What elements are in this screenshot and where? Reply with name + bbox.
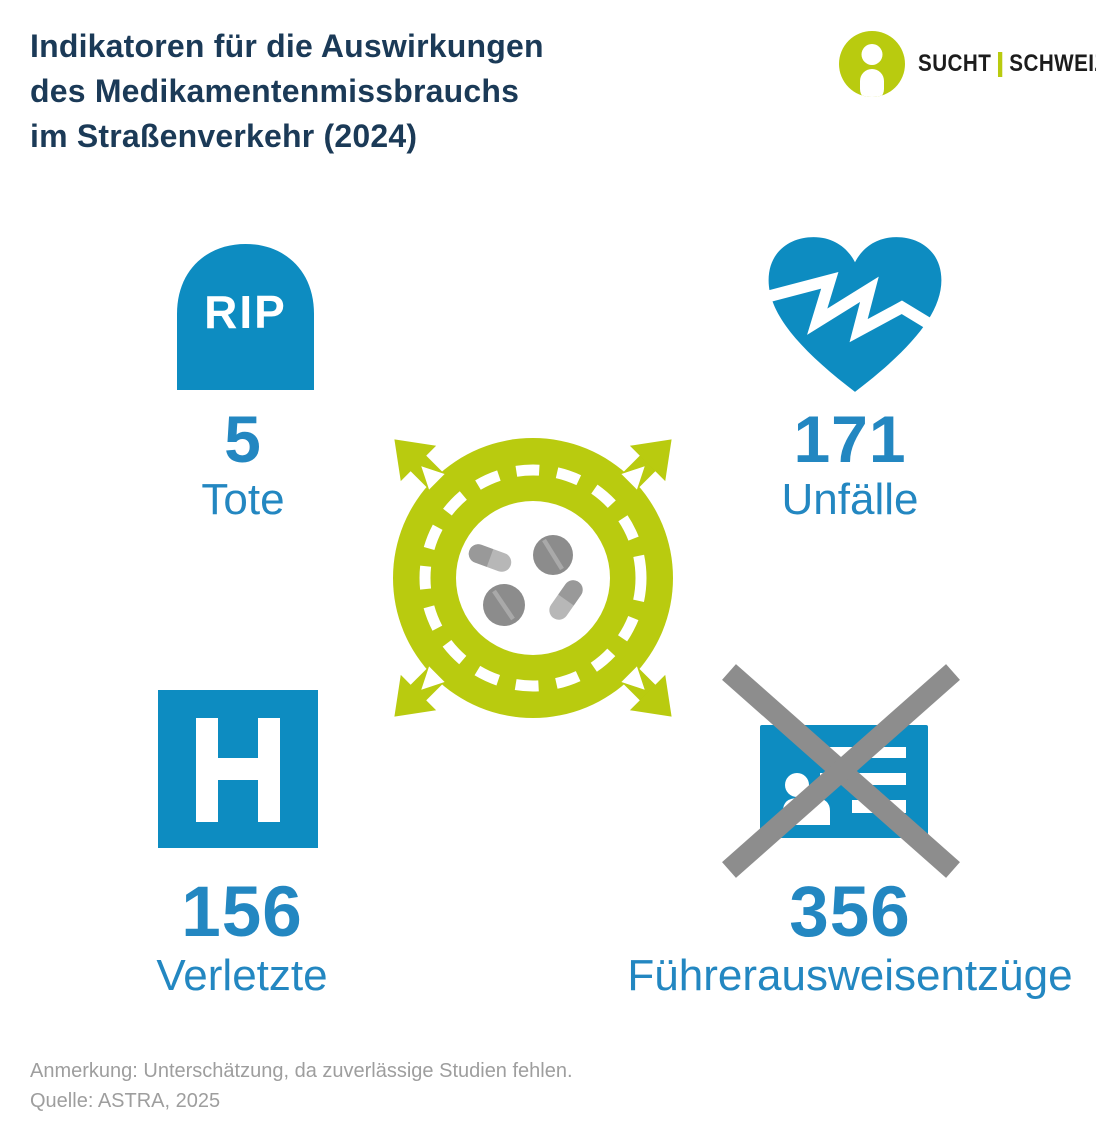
stat-unfaelle-label: Unfälle bbox=[781, 475, 919, 524]
pills-icon bbox=[466, 535, 587, 626]
stat-fuehrerausweisentzuege-value: 356 bbox=[789, 873, 911, 952]
stat-tote-value: 5 bbox=[224, 402, 262, 476]
footer-note: Anmerkung: Unterschätzung, da zuverlässi… bbox=[30, 1060, 573, 1082]
cross-out-x-icon bbox=[722, 664, 960, 878]
stat-unfaelle-value: 171 bbox=[793, 402, 907, 476]
logo-separator-bar bbox=[998, 51, 1003, 77]
logo-wordmark: SUCHT SCHWEIZ bbox=[918, 50, 1096, 78]
logo-word-right: SCHWEIZ bbox=[1009, 50, 1096, 77]
page-title-line-1: Indikatoren für die Auswirkungen bbox=[30, 28, 544, 64]
footer: Anmerkung: Unterschätzung, da zuverlässi… bbox=[30, 1056, 573, 1116]
sucht-schweiz-logo: SUCHT SCHWEIZ bbox=[838, 30, 1096, 98]
hospital-sign-icon bbox=[158, 690, 318, 848]
footer-source: Quelle: ASTRA, 2025 bbox=[30, 1090, 221, 1112]
page-title-line-2: des Medikamentenmissbrauchs bbox=[30, 73, 520, 109]
stat-unfaelle: 171 Unfälle bbox=[700, 404, 1000, 526]
person-logo-icon bbox=[839, 31, 905, 97]
stat-tote: 5 Tote bbox=[93, 404, 393, 526]
stat-verletzte-label: Verletzte bbox=[156, 951, 328, 1000]
stat-tote-label: Tote bbox=[201, 475, 285, 524]
roundabout-pills-icon bbox=[393, 438, 673, 718]
revoked-driving-license-icon bbox=[722, 664, 960, 878]
stat-verletzte: 156 Verletzte bbox=[92, 876, 392, 1002]
page-title-line-3: im Straßenverkehr (2024) bbox=[30, 118, 418, 154]
logo-word-left: SUCHT bbox=[918, 50, 992, 77]
stat-fuehrerausweisentzuege-label: Führerausweisentzüge bbox=[627, 951, 1073, 1000]
tombstone-rip-text: RIP bbox=[204, 286, 287, 338]
tombstone-rip-icon: RIP bbox=[177, 244, 314, 390]
roundabout-exit-arrows bbox=[394, 439, 672, 717]
page-title: Indikatoren für die Auswirkungen des Med… bbox=[30, 24, 544, 159]
stat-fuehrerausweisentzuege: 356 Führerausweisentzüge bbox=[570, 876, 1096, 1002]
broken-heart-icon bbox=[765, 237, 945, 392]
stat-verletzte-value: 156 bbox=[181, 873, 303, 952]
